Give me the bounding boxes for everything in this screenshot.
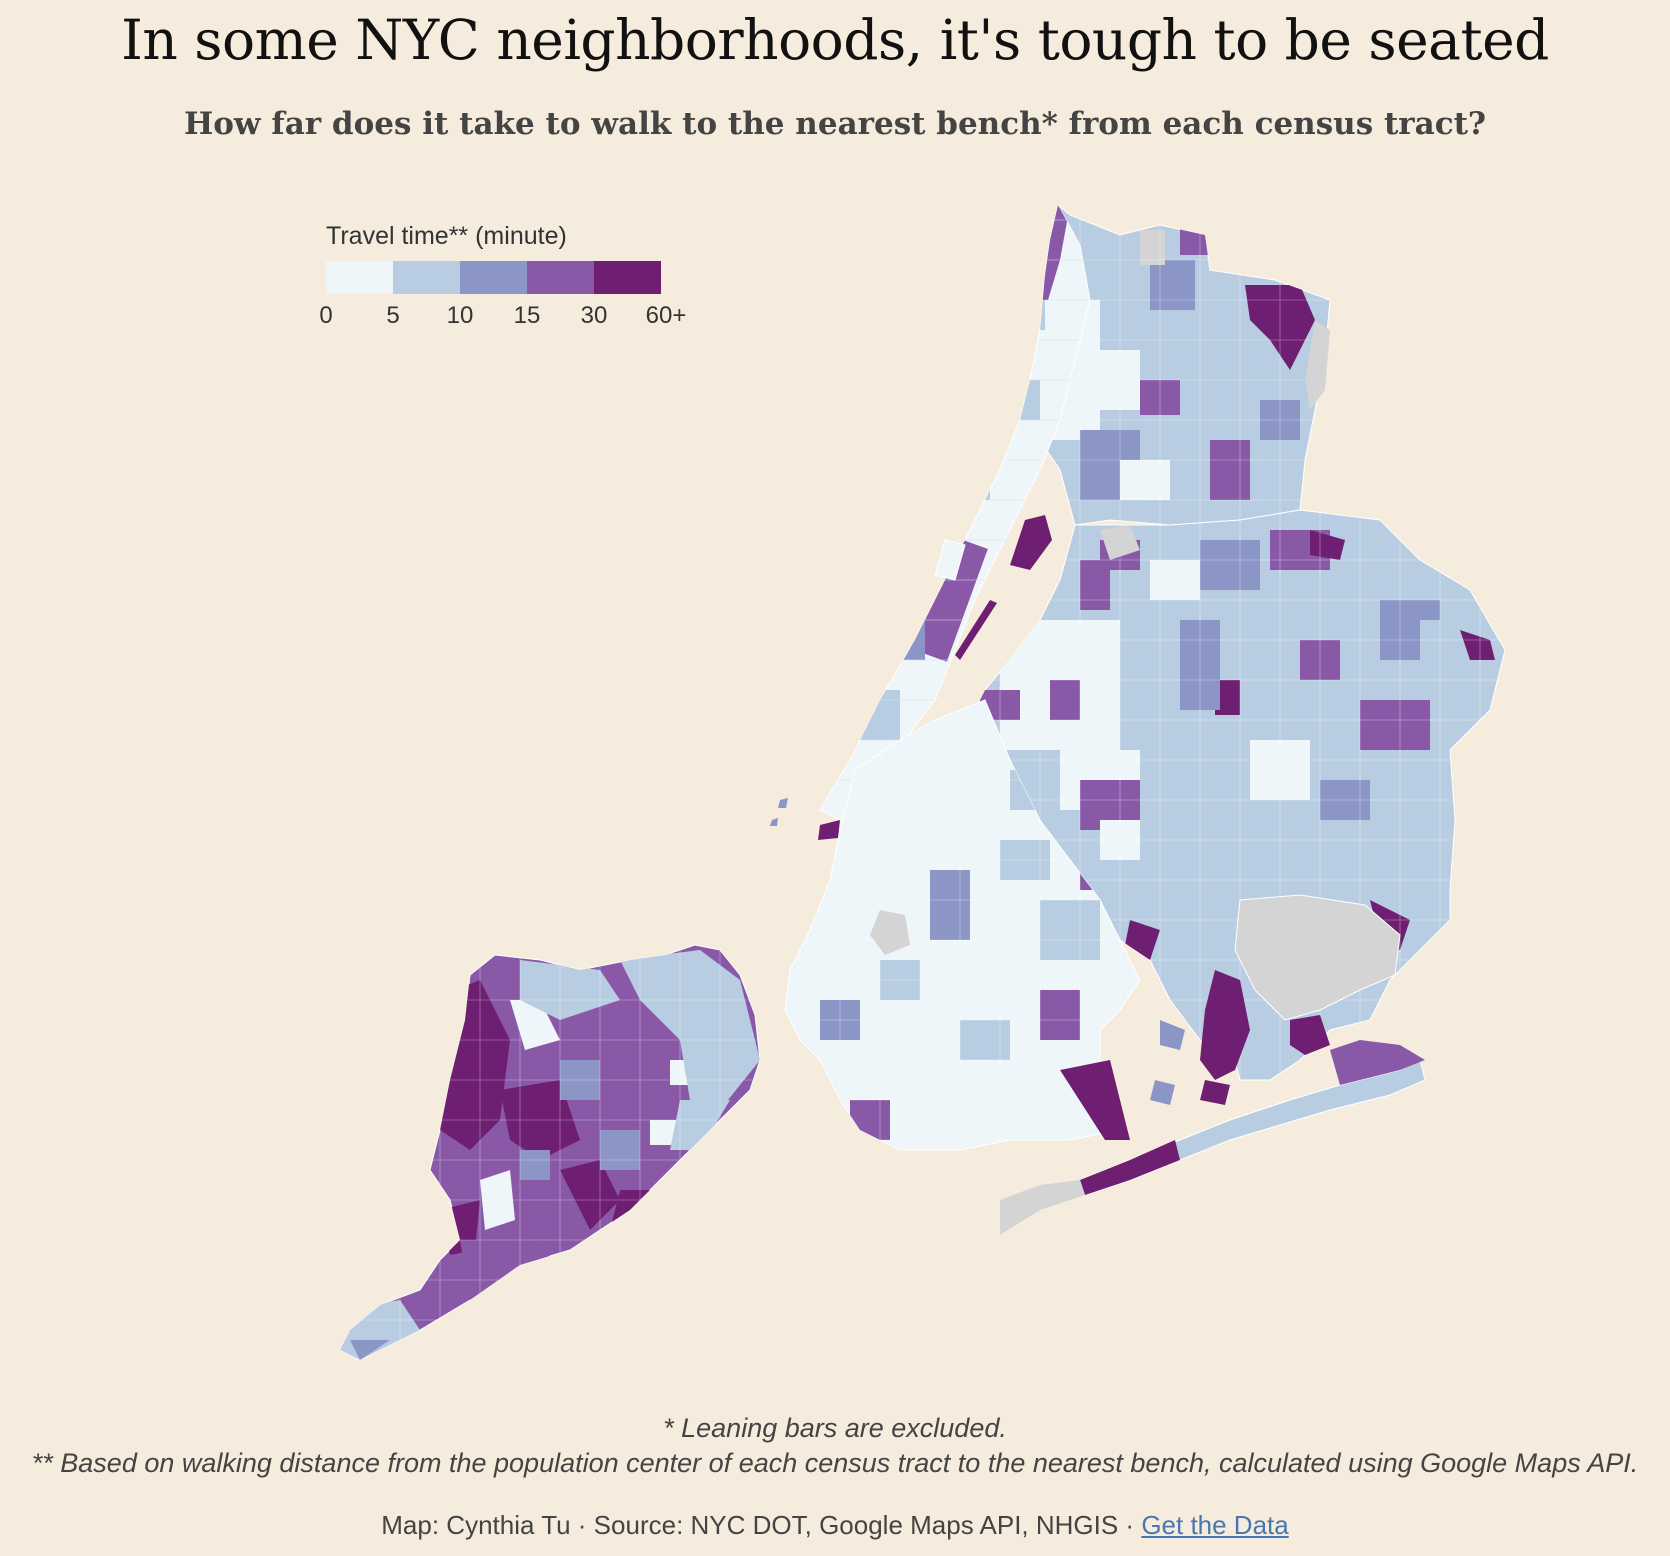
randalls-island — [1010, 515, 1052, 570]
footnote-1: * Leaning bars are excluded. — [663, 1413, 1007, 1443]
jamaica-bay-island-5 — [1200, 1080, 1230, 1105]
legend: Travel time** (minute) 0 5 10 15 30 60+ — [319, 222, 726, 332]
chart-subtitle: How far does it take to walk to the near… — [183, 106, 1487, 142]
liberty-island — [778, 798, 788, 808]
jfk-airport — [1234, 894, 1401, 1021]
legend-ticks: 0 5 10 15 30 60+ — [319, 302, 726, 332]
footnote-2: ** Based on walking distance from the po… — [31, 1448, 1639, 1478]
legend-swatch-30-60 — [594, 261, 661, 294]
legend-title: Travel time** (minute) — [326, 222, 567, 250]
legend-tick: 15 — [513, 302, 541, 329]
staten-island-borough — [339, 944, 761, 1361]
legend-swatch-15-30 — [527, 261, 594, 294]
legend-swatches — [326, 261, 726, 294]
brooklyn-borough — [784, 699, 1141, 1151]
rikers-island — [1100, 525, 1140, 560]
legend-tick: 0 — [319, 302, 333, 329]
jamaica-bay-island-1 — [1200, 970, 1250, 1080]
far-rockaway — [1330, 1040, 1425, 1085]
chart-title: In some NYC neighborhoods, it's tough to… — [121, 8, 1549, 72]
legend-swatch-0-5 — [326, 261, 393, 294]
get-the-data-link[interactable]: Get the Data — [1141, 1510, 1289, 1540]
legend-swatch-5-10 — [393, 261, 460, 294]
jamaica-bay-island-3 — [1160, 1020, 1185, 1050]
legend-tick: 60+ — [645, 302, 687, 329]
credit-text: Map: Cynthia Tu · Source: NYC DOT, Googl… — [381, 1510, 1142, 1540]
queens-borough — [969, 509, 1506, 1235]
pelham-island — [1305, 320, 1330, 410]
bronx-borough — [1029, 204, 1331, 526]
ellis-island — [770, 818, 778, 826]
legend-tick: 5 — [386, 302, 400, 329]
central-park — [934, 539, 966, 581]
rockaway-west — [1080, 1140, 1180, 1195]
governors-island — [818, 820, 840, 840]
breezy-point — [1000, 1180, 1085, 1235]
prospect-park — [870, 910, 910, 955]
jamaica-bay-island-4 — [1150, 1080, 1175, 1105]
jamaica-bay-island-2 — [1290, 1015, 1330, 1055]
legend-swatch-10-15 — [460, 261, 527, 294]
legend-tick: 10 — [446, 302, 474, 329]
floyd-bennett-field — [1060, 1060, 1130, 1140]
credit-line: Map: Cynthia Tu · Source: NYC DOT, Googl… — [0, 1510, 1670, 1541]
roosevelt-island — [955, 600, 997, 660]
legend-tick: 30 — [580, 302, 608, 329]
